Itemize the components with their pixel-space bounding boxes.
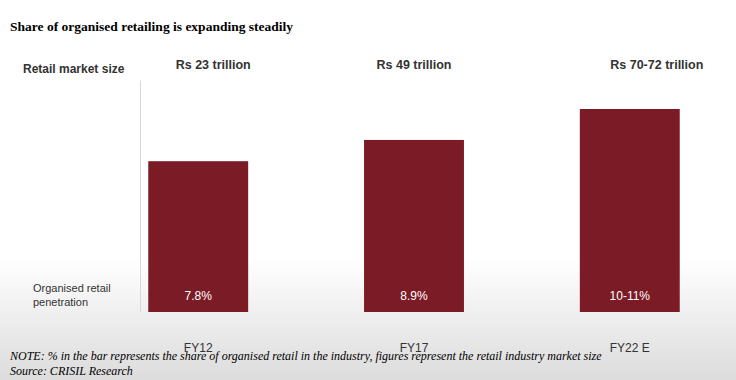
y-axis [140,81,142,313]
market-size-title: Retail market size [23,62,125,76]
title: Share of organised retailing is expandin… [10,19,293,34]
x-tick-label: FY22 E [610,341,650,355]
data-label: 10-11% [610,289,651,303]
market-size-label: Rs 49 trillion [376,58,451,72]
bar [364,140,464,312]
market-size-label: Rs 70-72 trillion [610,58,703,72]
note: NOTE: % in the bar represents the share … [9,349,602,363]
bars [148,109,679,312]
market-size-label: Rs 23 trillion [176,58,251,72]
bar [148,161,248,312]
background [0,0,736,380]
data-label: 7.8% [185,289,213,303]
y-axis-line [140,81,141,313]
bar [580,109,680,312]
source: Source: CRISIL Research [10,364,133,378]
x-tick: FY22 E [610,312,650,355]
chart: Share of organised retailing is expandin… [0,0,736,380]
data-label: 8.9% [400,289,428,303]
y-label: Organised retailpenetration [33,282,111,308]
